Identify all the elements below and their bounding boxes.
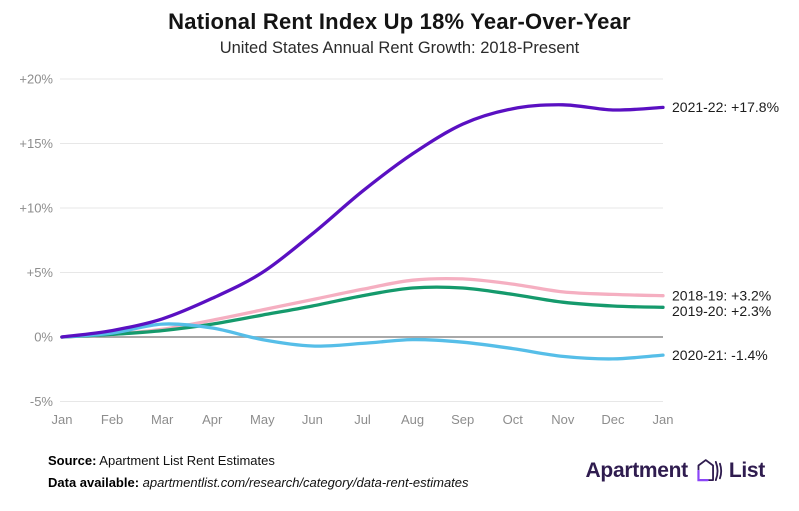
chart-footer: Source: Apartment List Rent Estimates Da… (48, 450, 469, 494)
data-available-line: Data available: apartmentlist.com/resear… (48, 472, 469, 494)
chart-title: National Rent Index Up 18% Year-Over-Yea… (168, 9, 631, 34)
x-axis-tick-label: Mar (151, 412, 174, 427)
y-axis-tick-label: +10% (19, 201, 53, 216)
source-label: Source: (48, 453, 97, 468)
x-axis-tick-label: Sep (451, 412, 474, 427)
series-end-label-2019-20: 2019-20: +2.3% (672, 303, 771, 319)
logo-word-apartment: Apartment (585, 459, 689, 482)
x-axis-tick-label: Jun (302, 412, 323, 427)
x-axis-tick-label: Aug (401, 412, 424, 427)
data-available-label: Data available: (48, 474, 140, 490)
series-line-2020-21 (60, 322, 665, 361)
y-axis-tick-label: -5% (30, 394, 54, 409)
series-end-label-2018-19: 2018-19: +3.2% (672, 288, 771, 304)
y-axis-tick-label: +15% (19, 136, 53, 151)
series-end-label-2021-22: 2021-22: +17.8% (672, 99, 779, 115)
x-axis-tick-label: Jul (354, 412, 371, 427)
y-axis-tick-label: +5% (27, 265, 54, 280)
x-axis-tick-label: Apr (202, 412, 223, 427)
chart-subtitle: United States Annual Rent Growth: 2018-P… (219, 38, 580, 57)
x-axis-tick-label: Feb (101, 412, 123, 427)
source-text: Apartment List Rent Estimates (96, 453, 275, 468)
series-end-label-2020-21: 2020-21: -1.4% (672, 347, 768, 363)
series-line-2019-20 (60, 285, 665, 339)
y-axis-tick-label: +20% (19, 72, 53, 87)
y-axis-tick-label: 0% (34, 330, 53, 345)
x-axis-tick-label: Jan (653, 412, 674, 427)
series-line-2018-19 (60, 276, 665, 339)
logo-word-list: List (728, 459, 765, 482)
series-line-2021-22 (60, 103, 665, 339)
x-axis-tick-label: May (250, 412, 275, 427)
apartment-list-house-icon (697, 459, 722, 482)
data-available-url[interactable]: apartmentlist.com/research/category/data… (139, 474, 469, 490)
apartment-list-logo: Apartment List (585, 455, 766, 487)
x-axis-tick-label: Nov (551, 412, 575, 427)
x-axis-tick-label: Dec (601, 412, 625, 427)
source-line: Source: Apartment List Rent Estimates (48, 450, 469, 472)
x-axis-tick-label: Jan (52, 412, 73, 427)
x-axis-tick-label: Oct (503, 412, 524, 427)
chart-header: National Rent Index Up 18% Year-Over-Yea… (0, 8, 799, 58)
